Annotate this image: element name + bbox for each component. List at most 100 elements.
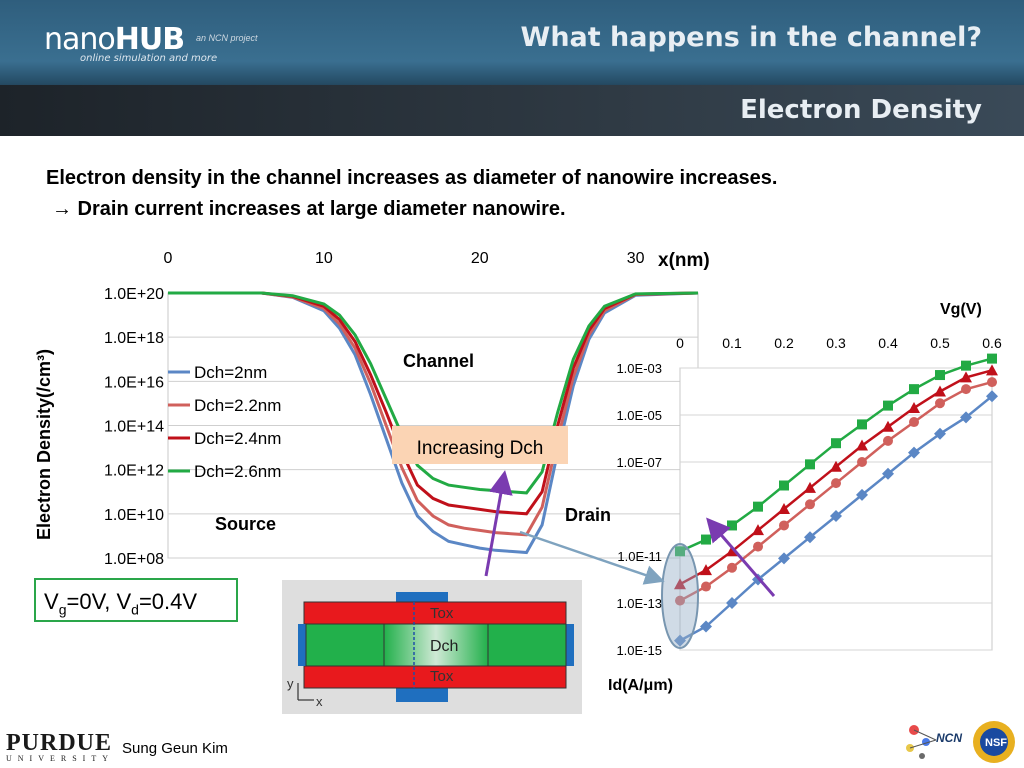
- data-point: [986, 390, 998, 403]
- source-contact: [298, 624, 306, 666]
- data-point: [778, 552, 790, 565]
- vg-symbol: V: [44, 589, 59, 614]
- vg-value: =0V,: [66, 589, 117, 614]
- slide-title: What happens in the channel?: [520, 22, 982, 53]
- data-point: [882, 420, 894, 432]
- y-axis-title: Electron Density(/cm³): [34, 349, 54, 540]
- y-tick-label: 1.0E-13: [616, 596, 662, 611]
- data-point: [934, 385, 946, 397]
- author-name: Sung Geun Kim: [122, 740, 228, 757]
- nanohub-logo: nanoHUB online simulation and more: [44, 22, 217, 64]
- data-point: [830, 510, 842, 523]
- legend-label: Dch=2.6nm: [194, 462, 281, 481]
- y-tick-label: 1.0E+14: [104, 419, 164, 436]
- x-tick-label: 0.1: [722, 335, 742, 351]
- dch-label: Dch: [430, 638, 458, 655]
- data-point: [935, 370, 945, 381]
- increasing-arrow: [484, 470, 513, 577]
- ncn-project-label: an NCN project: [196, 33, 258, 43]
- x-tick-label: 0.3: [826, 335, 846, 351]
- header-band: [0, 85, 1024, 136]
- nsf-logo: NSF: [973, 721, 1015, 763]
- y-tick-label: 1.0E+16: [104, 374, 164, 391]
- data-point: [883, 435, 893, 446]
- data-point: [856, 439, 868, 451]
- tox-bottom-label: Tox: [430, 668, 454, 685]
- data-point: [830, 460, 842, 472]
- y-tick-label: 1.0E+18: [104, 330, 164, 347]
- axis-y-label: y: [287, 676, 294, 691]
- data-point: [726, 545, 738, 557]
- data-point: [779, 480, 789, 491]
- nsf-logo-text: NSF: [985, 737, 1007, 749]
- intro-text: Electron density in the channel increase…: [46, 163, 777, 225]
- series-line: [168, 291, 699, 516]
- data-point: [987, 353, 997, 364]
- data-point: [753, 541, 763, 552]
- intro-line-2: → Drain current increases at large diame…: [52, 198, 566, 220]
- bias-conditions: Vg=0V, Vd=0.4V: [34, 578, 238, 622]
- slide-subtitle: Electron Density: [740, 95, 982, 125]
- increasing-dch-label: Increasing Dch: [417, 438, 544, 459]
- purdue-wordmark: PURDUE: [6, 730, 112, 756]
- data-point: [700, 620, 712, 633]
- logo-brand-thin: nano: [44, 22, 116, 57]
- data-point: [960, 371, 972, 383]
- x-tick-label: 30: [627, 250, 645, 267]
- data-point: [701, 534, 711, 545]
- y-tick-label: 1.0E-03: [616, 361, 662, 376]
- x-tick-label: 0.4: [878, 335, 898, 351]
- data-point: [882, 467, 894, 480]
- data-point: [727, 562, 737, 573]
- data-point: [909, 417, 919, 428]
- increasing-arrow: [706, 517, 776, 597]
- slide-header: nanoHUB online simulation and more an NC…: [0, 0, 1024, 136]
- data-point: [857, 457, 867, 467]
- data-point: [831, 478, 841, 489]
- nanowire-cross-section: Tox Dch Tox y x: [282, 580, 582, 714]
- series-line: [168, 291, 699, 537]
- x-tick-label: 0: [676, 335, 684, 351]
- data-point: [961, 360, 971, 371]
- ncn-logo-text: NCN: [936, 731, 962, 745]
- data-point: [934, 427, 946, 440]
- series-line: [168, 291, 699, 555]
- data-point: [804, 481, 816, 493]
- y-tick-label: 1.0E+10: [104, 507, 164, 524]
- id-vg-chart: 1.0E-03 1.0E-05 1.0E-07 1.0E-11 1.0E-13 1.0E-…: [608, 301, 1002, 694]
- legend-label: Dch=2nm: [194, 363, 267, 382]
- y-tick-label: 1.0E+08: [104, 551, 164, 568]
- data-point: [908, 401, 920, 413]
- vd-value: =0.4V: [138, 589, 198, 614]
- purdue-subtext: UNIVERSITY: [6, 754, 114, 763]
- data-point: [960, 411, 972, 424]
- data-point: [753, 501, 763, 512]
- data-point: [935, 398, 945, 409]
- data-point: [778, 503, 790, 514]
- channel-gradient: [383, 623, 489, 667]
- logo-tagline: online simulation and more: [80, 53, 218, 64]
- data-point: [883, 400, 893, 411]
- vg0-highlight: [661, 543, 699, 649]
- legend-label: Dch=2.4nm: [194, 429, 281, 448]
- data-point: [701, 581, 711, 592]
- data-point: [700, 564, 712, 576]
- data-point: [987, 377, 997, 388]
- data-point: [856, 488, 868, 501]
- logo-brand-bold: HUB: [114, 22, 185, 57]
- legend-label: Dch=2.2nm: [194, 396, 281, 415]
- data-point: [675, 595, 685, 606]
- data-point: [908, 446, 920, 459]
- x-axis-title: Vg(V): [940, 301, 982, 318]
- vd-symbol: V: [116, 589, 132, 614]
- data-point: [675, 546, 685, 557]
- ncn-logo: NCN: [906, 725, 962, 759]
- data-point: [752, 524, 764, 536]
- data-point: [857, 419, 867, 430]
- data-point: [986, 364, 998, 376]
- y-tick-label: 1.0E+12: [104, 463, 164, 480]
- y-axis-title: Id(A/μm): [608, 677, 673, 694]
- tox-top-label: Tox: [430, 605, 454, 622]
- data-point: [805, 499, 815, 510]
- y-tick-label: 1.0E-11: [617, 549, 662, 564]
